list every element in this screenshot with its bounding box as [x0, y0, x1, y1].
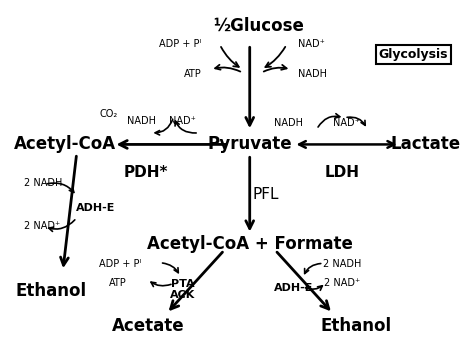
Text: Acetyl-CoA + Formate: Acetyl-CoA + Formate [147, 235, 353, 253]
Text: ADH-E: ADH-E [75, 203, 115, 213]
Text: 2 NADH: 2 NADH [24, 178, 62, 188]
Text: ADP + Pᴵ: ADP + Pᴵ [100, 259, 142, 269]
Text: PTA
ACK: PTA ACK [170, 278, 195, 300]
Text: ATP: ATP [183, 69, 201, 80]
Text: NADH: NADH [298, 69, 327, 80]
Text: ATP: ATP [109, 278, 127, 288]
Text: PDH*: PDH* [124, 165, 168, 180]
Text: PFL: PFL [253, 187, 279, 202]
Text: NAD⁺: NAD⁺ [298, 39, 325, 49]
Text: Acetyl-CoA: Acetyl-CoA [14, 135, 116, 153]
Text: 2 NAD⁺: 2 NAD⁺ [24, 221, 60, 231]
Text: 2 NADH: 2 NADH [323, 259, 361, 269]
Text: Glycolysis: Glycolysis [379, 48, 448, 61]
Text: CO₂: CO₂ [100, 109, 118, 119]
Text: ½Glucose: ½Glucose [213, 17, 304, 35]
Text: Pyruvate: Pyruvate [208, 135, 292, 153]
Text: ADH-E: ADH-E [274, 283, 313, 293]
Text: NADH: NADH [127, 116, 156, 126]
Text: NADH: NADH [274, 118, 303, 128]
Text: ADP + Pᴵ: ADP + Pᴵ [159, 39, 201, 49]
Text: NAD⁺: NAD⁺ [169, 116, 196, 126]
Text: Ethanol: Ethanol [16, 282, 87, 300]
Text: Acetate: Acetate [112, 317, 184, 335]
Text: NAD⁺: NAD⁺ [333, 118, 360, 128]
Text: 2 NAD⁺: 2 NAD⁺ [324, 278, 360, 288]
Text: Ethanol: Ethanol [320, 317, 392, 335]
Text: Lactate: Lactate [390, 135, 460, 153]
Text: LDH: LDH [325, 165, 359, 180]
